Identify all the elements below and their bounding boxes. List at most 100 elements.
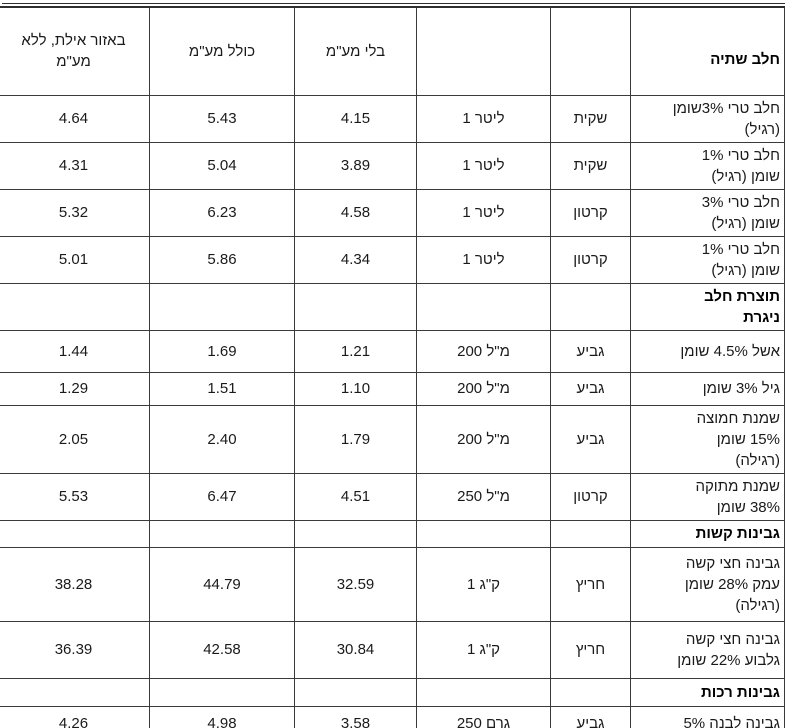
price-incl-vat-cell: 1.51 (149, 371, 295, 406)
price-excl-vat-cell: 3.89 (294, 141, 417, 190)
header-cell-price-excl-vat: בלי מע"מ (294, 6, 417, 96)
empty-cell (416, 519, 551, 548)
unit-cell: שקית (550, 94, 631, 143)
header-cell-unit (550, 6, 631, 96)
header-cell-price-eilat: באזור אילת, ללא מע"מ (0, 6, 150, 96)
table-row: שמנת מתוקה 38% שומן קרטון 250 מ"ל 4.51 6.47 5… (0, 472, 785, 521)
price-incl-vat-cell: 4.98 (149, 705, 295, 728)
table-row: גיל 3% שומן גביע 200 מ"ל 1.10 1.51 1.29 (0, 371, 785, 406)
price-eilat-cell: 4.26 (0, 705, 150, 728)
table-top-double-border (2, 3, 785, 6)
table-row: חלב טרי 1% שומן (רגיל) שקית 1 ליטר 3.89 5.04… (0, 141, 785, 190)
table-row: גבינה חצי קשה עמק 28% שומן (רגילה) חריץ 1 … (0, 546, 785, 622)
section-title-cell: גבינות רכות (630, 677, 785, 707)
price-eilat-cell: 2.05 (0, 404, 150, 474)
product-name-cell: גיל 3% שומן (630, 371, 785, 406)
section-row: גבינות רכות (0, 677, 785, 707)
size-cell: 250 מ"ל (416, 472, 551, 521)
price-eilat-cell: 1.29 (0, 371, 150, 406)
section-title-cell: תוצרת חלב ניגרת (630, 282, 785, 331)
price-incl-vat-cell: 6.47 (149, 472, 295, 521)
price-incl-vat-cell: 5.86 (149, 235, 295, 284)
size-cell: 200 מ"ל (416, 404, 551, 474)
price-excl-vat-cell: 1.21 (294, 329, 417, 373)
price-eilat-cell: 36.39 (0, 620, 150, 679)
empty-cell (0, 677, 150, 707)
price-eilat-cell: 5.01 (0, 235, 150, 284)
header-cell-size (416, 6, 551, 96)
column-header-eilat: באזור אילת, ללא מע"מ (21, 32, 126, 71)
price-eilat-cell: 5.53 (0, 472, 150, 521)
price-excl-vat-cell: 4.15 (294, 94, 417, 143)
price-incl-vat-cell: 44.79 (149, 546, 295, 622)
unit-cell: גביע (550, 404, 631, 474)
price-excl-vat-cell: 32.59 (294, 546, 417, 622)
table-row: חלב טרי 3%שומן (רגיל) שקית 1 ליטר 4.15 5.43 4… (0, 94, 785, 143)
empty-cell (550, 519, 631, 548)
size-cell: 200 מ"ל (416, 371, 551, 406)
unit-cell: קרטון (550, 235, 631, 284)
price-excl-vat-cell: 3.58 (294, 705, 417, 728)
price-excl-vat-cell: 4.34 (294, 235, 417, 284)
product-name-cell: שמנת חמוצה 15% שומן (רגילה) (630, 404, 785, 474)
empty-cell (149, 282, 295, 331)
size-cell: 200 מ"ל (416, 329, 551, 373)
product-name-cell: שמנת מתוקה 38% שומן (630, 472, 785, 521)
product-name-cell: גבינה לבנה 5% (630, 705, 785, 728)
size-cell: 250 גרם (416, 705, 551, 728)
size-cell: 1 ליטר (416, 188, 551, 237)
unit-cell: קרטון (550, 472, 631, 521)
price-eilat-cell: 4.31 (0, 141, 150, 190)
price-eilat-cell: 4.64 (0, 94, 150, 143)
price-excl-vat-cell: 1.79 (294, 404, 417, 474)
product-name-cell: חלב טרי 1% שומן (רגיל) (630, 141, 785, 190)
table-row: חלב טרי 3% שומן (רגיל) קרטון 1 ליטר 4.58 6.2… (0, 188, 785, 237)
unit-cell: גביע (550, 705, 631, 728)
size-cell: 1 ליטר (416, 94, 551, 143)
price-incl-vat-cell: 5.04 (149, 141, 295, 190)
table-row: גבינה חצי קשה גלבוע 22% שומן חריץ 1 ק"ג 30.… (0, 620, 785, 679)
empty-cell (416, 282, 551, 331)
section-row: גבינות קשות (0, 519, 785, 548)
empty-cell (149, 519, 295, 548)
empty-cell (550, 282, 631, 331)
price-excl-vat-cell: 30.84 (294, 620, 417, 679)
section-title-drinking-milk: חלב שתיה (710, 50, 780, 68)
price-eilat-cell: 1.44 (0, 329, 150, 373)
size-cell: 1 ליטר (416, 235, 551, 284)
size-cell: 1 ליטר (416, 141, 551, 190)
product-name-cell: חלב טרי 3% שומן (רגיל) (630, 188, 785, 237)
size-cell: 1 ק"ג (416, 620, 551, 679)
unit-cell: חריץ (550, 620, 631, 679)
product-name-cell: חלב טרי 1% שומן (רגיל) (630, 235, 785, 284)
price-incl-vat-cell: 2.40 (149, 404, 295, 474)
empty-cell (416, 677, 551, 707)
table-row: שמנת חמוצה 15% שומן (רגילה) גביע 200 מ"ל 1.… (0, 404, 785, 474)
unit-cell: קרטון (550, 188, 631, 237)
table-row: אשל 4.5% שומן גביע 200 מ"ל 1.21 1.69 1.44 (0, 329, 785, 373)
price-incl-vat-cell: 5.43 (149, 94, 295, 143)
empty-cell (550, 677, 631, 707)
column-header-incl-vat: כולל מע"מ (188, 42, 256, 60)
dairy-price-table: חלב שתיה בלי מע"מ כולל מע"מ באזור אילת, … (0, 6, 785, 728)
size-cell: 1 ק"ג (416, 546, 551, 622)
unit-cell: גביע (550, 371, 631, 406)
header-cell-product: חלב שתיה (630, 6, 785, 96)
price-eilat-cell: 38.28 (0, 546, 150, 622)
section-row: תוצרת חלב ניגרת (0, 282, 785, 331)
column-header-no-vat: בלי מע"מ (325, 42, 386, 60)
price-incl-vat-cell: 6.23 (149, 188, 295, 237)
table-row: חלב טרי 1% שומן (רגיל) קרטון 1 ליטר 4.34 5.8… (0, 235, 785, 284)
empty-cell (149, 677, 295, 707)
empty-cell (294, 282, 417, 331)
empty-cell (0, 519, 150, 548)
header-row: חלב שתיה בלי מע"מ כולל מע"מ באזור אילת, … (0, 6, 785, 96)
price-excl-vat-cell: 1.10 (294, 371, 417, 406)
product-name-cell: אשל 4.5% שומן (630, 329, 785, 373)
empty-cell (0, 282, 150, 331)
product-name-cell: חלב טרי 3%שומן (רגיל) (630, 94, 785, 143)
unit-cell: גביע (550, 329, 631, 373)
price-incl-vat-cell: 42.58 (149, 620, 295, 679)
product-name-cell: גבינה חצי קשה גלבוע 22% שומן (630, 620, 785, 679)
